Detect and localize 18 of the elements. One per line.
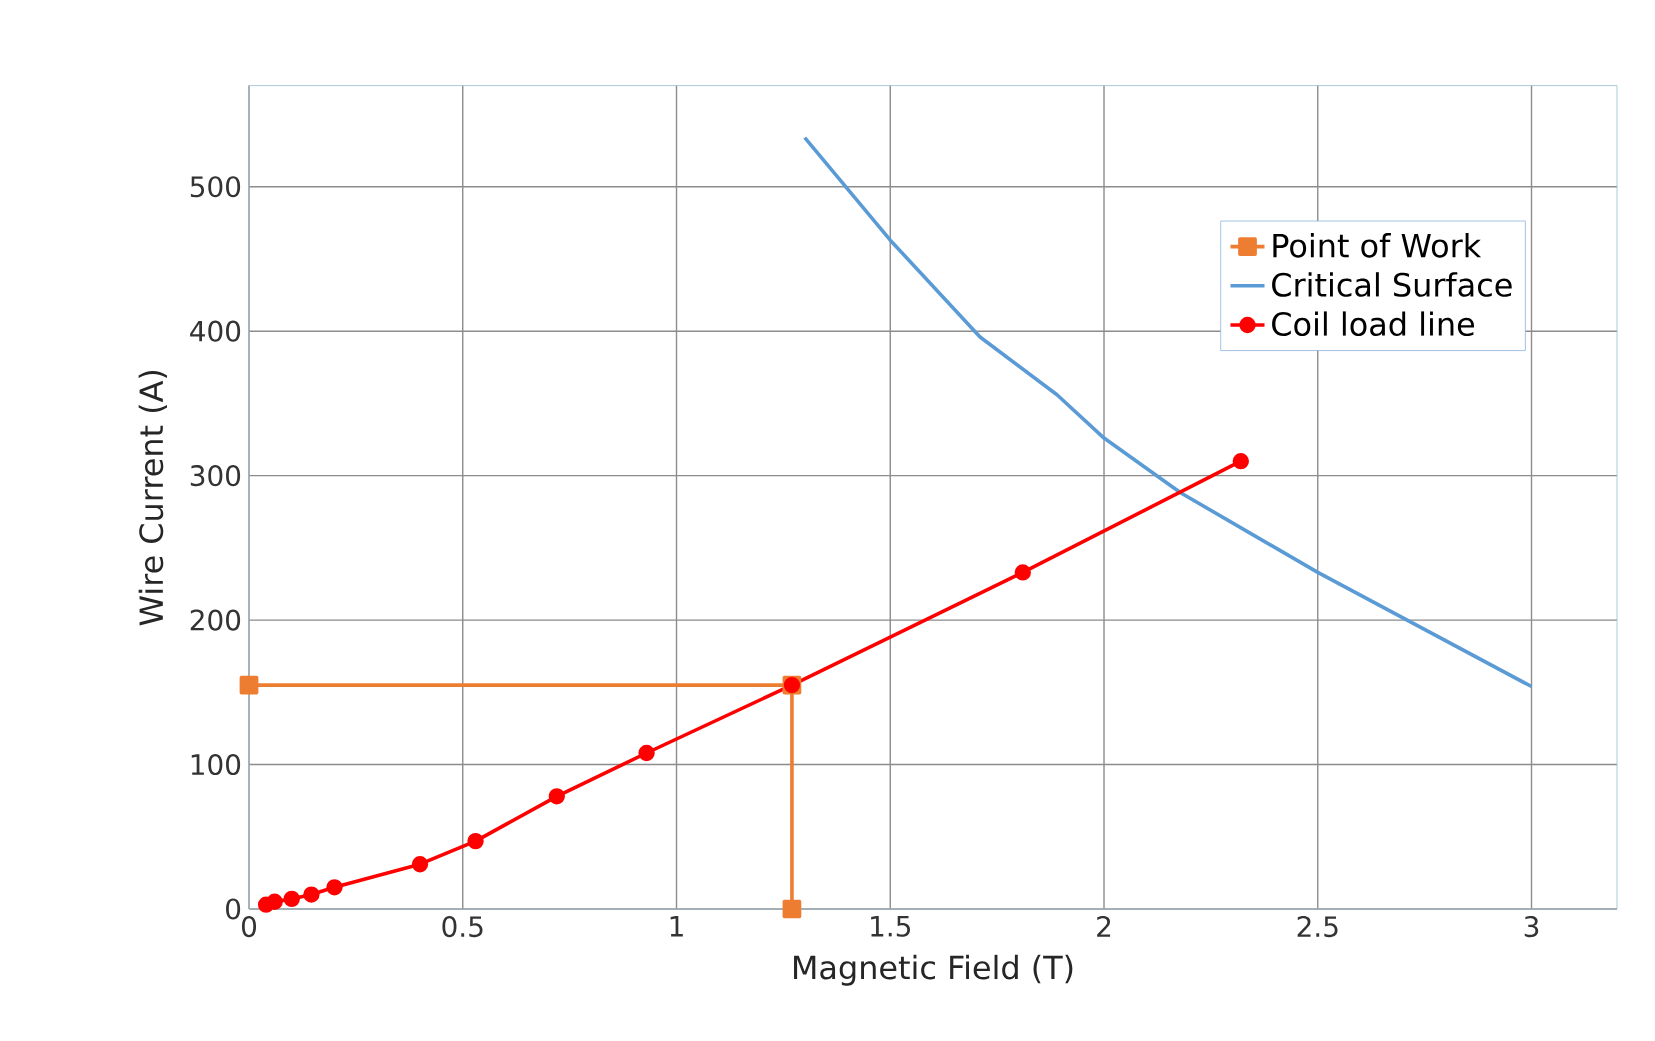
x-tick-label: 1.5 bbox=[871, 916, 910, 937]
y-axis-title: Wire Current (A) bbox=[138, 370, 168, 626]
y-tick-label: 200 bbox=[190, 609, 241, 631]
x-tick-label: 0.5 bbox=[442, 916, 483, 938]
y-tick-label: 300 bbox=[190, 465, 241, 487]
x-tick-label: 2 bbox=[1097, 916, 1111, 937]
x-axis-title: Magnetic Field (T) bbox=[794, 954, 1073, 986]
x-tick-label: 1 bbox=[670, 916, 683, 937]
legend-label: Point of Work bbox=[1273, 233, 1482, 258]
legend-label: Coil load line bbox=[1272, 311, 1475, 337]
legend-label: Critical Surface bbox=[1272, 272, 1512, 297]
x-tick-label: 3 bbox=[1524, 916, 1539, 938]
y-tick-label: 0 bbox=[226, 898, 241, 920]
x-tick-label: 0 bbox=[241, 916, 257, 938]
y-tick-label: 500 bbox=[190, 176, 241, 198]
y-tick-label: 100 bbox=[191, 753, 241, 776]
y-tick-label: 400 bbox=[190, 320, 241, 342]
x-tick-label: 2.5 bbox=[1297, 916, 1338, 938]
